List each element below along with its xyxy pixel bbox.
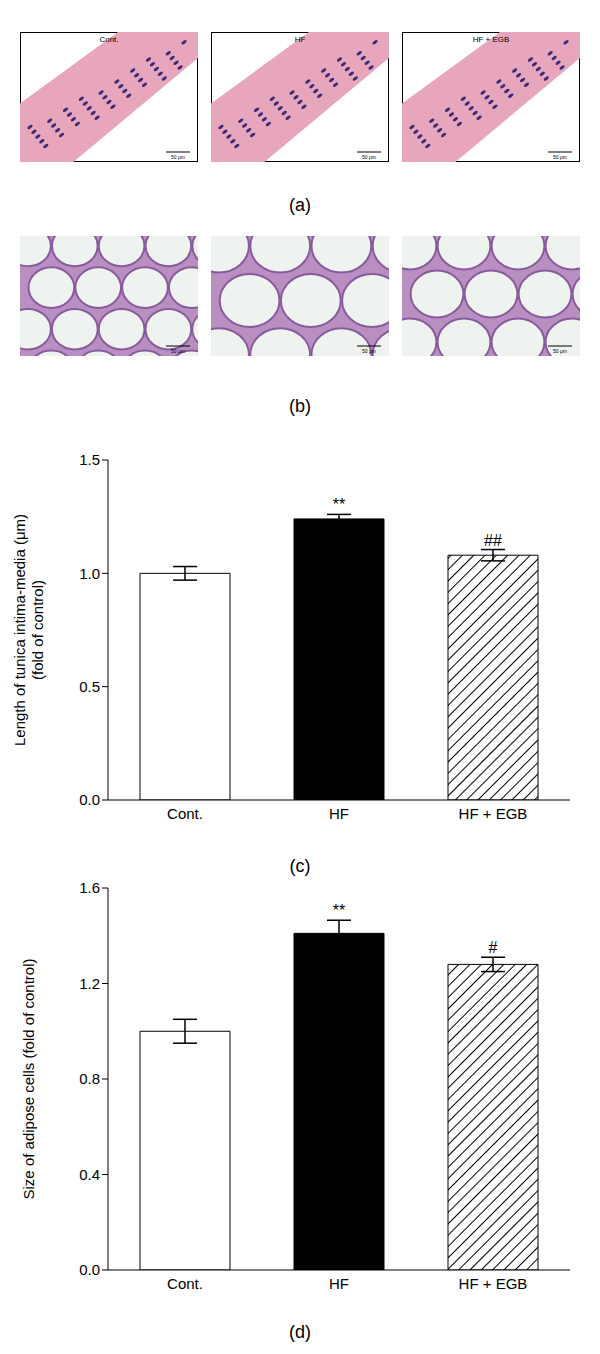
- svg-text:0.0: 0.0: [79, 1261, 100, 1278]
- svg-text:HF: HF: [329, 1275, 349, 1292]
- svg-text:1.2: 1.2: [79, 975, 100, 992]
- svg-text:HF + EGB: HF + EGB: [459, 805, 528, 822]
- svg-text:50 μm: 50 μm: [362, 154, 376, 160]
- svg-text:Cont.: Cont.: [167, 1275, 203, 1292]
- html-text:(d): (d): [289, 1322, 311, 1342]
- svg-text:Size of adipose cells (fold of: Size of adipose cells (fold of control): [20, 959, 37, 1200]
- svg-text:1.6: 1.6: [79, 879, 100, 896]
- svg-text:0.8: 0.8: [79, 1070, 100, 1087]
- svg-text:0.5: 0.5: [79, 678, 100, 695]
- svg-text:50 μm: 50 μm: [171, 154, 185, 160]
- svg-text:50 μm: 50 μm: [171, 348, 185, 354]
- svg-text:0.0: 0.0: [79, 791, 100, 808]
- svg-text:1.5: 1.5: [79, 451, 100, 468]
- svg-text:##: ##: [484, 532, 502, 549]
- svg-text:0.4: 0.4: [79, 1166, 100, 1183]
- svg-text:HF: HF: [329, 805, 349, 822]
- svg-text:Cont.: Cont.: [167, 805, 203, 822]
- html-text:(b): (b): [289, 396, 311, 416]
- svg-text:50 μm: 50 μm: [362, 348, 376, 354]
- svg-text:HF: HF: [295, 35, 306, 44]
- svg-text:1.0: 1.0: [79, 565, 100, 582]
- svg-text:Cont.: Cont.: [99, 35, 118, 44]
- svg-text:**: **: [333, 902, 345, 919]
- svg-text:HF + EGB: HF + EGB: [459, 1275, 528, 1292]
- svg-text:#: #: [489, 939, 498, 956]
- svg-text:**: **: [333, 496, 345, 513]
- svg-text:HF + EGB: HF + EGB: [473, 35, 510, 44]
- html-text:(c): (c): [289, 856, 311, 876]
- html-text:(a): (a): [289, 195, 311, 215]
- svg-text:50 μm: 50 μm: [553, 348, 567, 354]
- svg-text:Length of tunica intima-media: Length of tunica intima-media (μm)(fold …: [11, 514, 46, 746]
- svg-text:50 μm: 50 μm: [553, 154, 567, 160]
